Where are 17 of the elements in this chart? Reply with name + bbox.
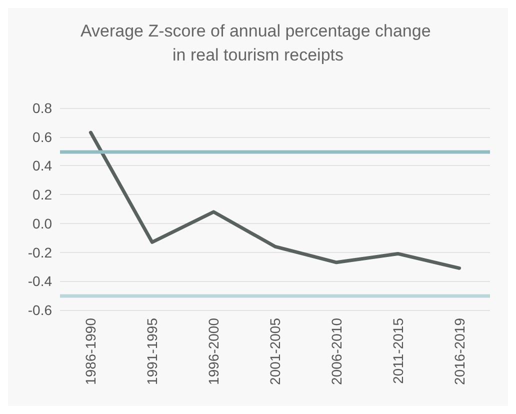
y-tick-label: -0.2 [28, 244, 52, 260]
y-tick-label: -0.6 [28, 302, 52, 318]
x-tick-label: 2016-2019 [451, 318, 468, 385]
y-tick-label: 0.0 [32, 215, 52, 232]
x-tick-label: 1986-1990 [82, 318, 99, 385]
y-tick-label: 0.4 [32, 158, 52, 174]
y-tick-label: 0.6 [32, 128, 52, 145]
x-tick-label: 2011-2015 [390, 318, 406, 384]
x-tick-label: 1991-1995 [144, 318, 160, 385]
x-tick-label: 2001-2005 [267, 318, 283, 385]
line-series [88, 130, 462, 270]
y-tick-label: -0.4 [28, 273, 52, 290]
y-tick-label: 0.2 [32, 186, 52, 203]
x-tick-label: 2006-2010 [328, 318, 344, 385]
x-tick-label: 1996-2000 [206, 318, 222, 385]
chart-title: Average Z-score of annual percentage change in real tourism receipts [80, 22, 436, 64]
y-tick-label: 0.8 [32, 100, 52, 116]
